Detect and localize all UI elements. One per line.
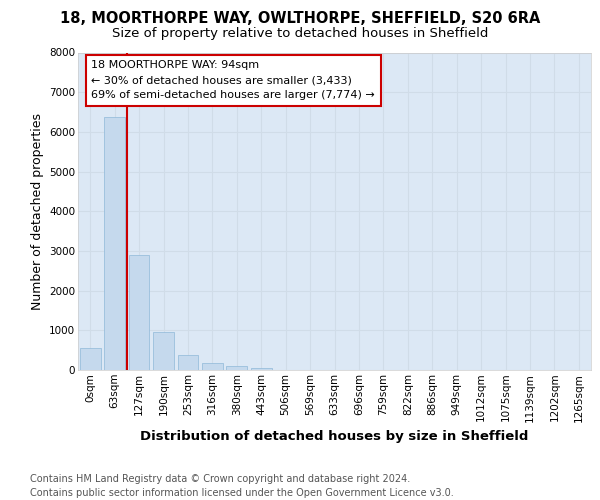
Bar <box>153 332 174 370</box>
Y-axis label: Number of detached properties: Number of detached properties <box>31 113 44 310</box>
X-axis label: Distribution of detached houses by size in Sheffield: Distribution of detached houses by size … <box>140 430 529 443</box>
Bar <box>80 348 101 370</box>
Bar <box>178 356 199 370</box>
Text: Size of property relative to detached houses in Sheffield: Size of property relative to detached ho… <box>112 28 488 40</box>
Bar <box>202 363 223 370</box>
Text: 18, MOORTHORPE WAY, OWLTHORPE, SHEFFIELD, S20 6RA: 18, MOORTHORPE WAY, OWLTHORPE, SHEFFIELD… <box>60 11 540 26</box>
Bar <box>128 255 149 370</box>
Text: 18 MOORTHORPE WAY: 94sqm
← 30% of detached houses are smaller (3,433)
69% of sem: 18 MOORTHORPE WAY: 94sqm ← 30% of detach… <box>91 60 375 100</box>
Bar <box>226 366 247 370</box>
Text: Contains HM Land Registry data © Crown copyright and database right 2024.
Contai: Contains HM Land Registry data © Crown c… <box>30 474 454 498</box>
Bar <box>104 117 125 370</box>
Bar <box>251 368 272 370</box>
